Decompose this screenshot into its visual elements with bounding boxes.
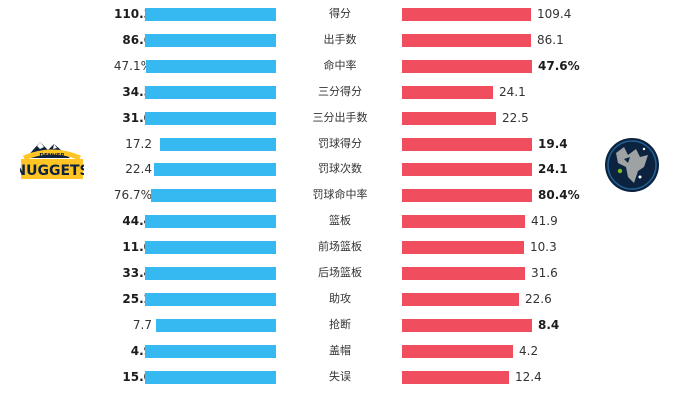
- left-team-value: 76.7%: [113, 188, 152, 203]
- left-team-bar: [145, 241, 276, 255]
- right-team-value: 24.1: [538, 162, 568, 177]
- stat-row: 15.0 失误 12.4: [0, 364, 680, 390]
- left-team-bar: [145, 267, 276, 280]
- right-team-value: 47.6%: [538, 58, 580, 73]
- right-team-value: 12.4: [515, 369, 542, 384]
- svg-text:DENVER: DENVER: [39, 153, 65, 159]
- left-team-value: 47.1%: [113, 58, 152, 73]
- stat-label: 得分: [329, 7, 351, 20]
- stat-label: 三分出手数: [312, 110, 368, 124]
- left-team-value: 15.0: [122, 369, 152, 384]
- right-team-bar: [402, 111, 496, 125]
- stat-row: 17.2 罚球得分 19.4: [0, 131, 680, 157]
- right-team-bar: [402, 344, 513, 358]
- right-team-value: 80.4%: [538, 188, 580, 203]
- left-team-bar: [156, 318, 276, 332]
- stat-label: 命中率: [323, 58, 357, 72]
- stat-label: 盖帽: [329, 343, 351, 357]
- stat-row: 25.2 助攻 22.6: [0, 286, 680, 312]
- right-team-bar: [402, 137, 532, 151]
- right-team-bar: [402, 292, 519, 306]
- right-team-value: 8.4: [538, 317, 560, 332]
- stat-row: 76.7% 罚球命中率 80.4%: [0, 182, 680, 208]
- stat-row: 11.0 前场篮板 10.3: [0, 234, 680, 260]
- left-team-bar: [145, 33, 276, 47]
- left-team-value: 33.4: [122, 266, 152, 280]
- stat-label: 罚球次数: [318, 162, 362, 176]
- right-team-value: 22.6: [525, 291, 552, 306]
- stat-row: 31.0 三分出手数 22.5: [0, 105, 680, 131]
- right-team-bar: [402, 267, 525, 280]
- right-team-value: 109.4: [537, 7, 572, 21]
- right-team-value: 4.2: [519, 343, 539, 358]
- right-team-bar: [402, 370, 509, 384]
- stat-row: 22.4 罚球次数 24.1: [0, 156, 680, 182]
- stat-row: 7.7 抢断 8.4: [0, 312, 680, 338]
- right-team-bar: [402, 33, 531, 47]
- svg-text:NUGGETS: NUGGETS: [20, 163, 84, 179]
- left-team-value: 31.0: [122, 110, 152, 125]
- stat-row: 110.3 得分 109.4: [0, 1, 680, 27]
- left-team-value: 4.9: [130, 343, 152, 358]
- stat-label: 失误: [329, 369, 351, 383]
- left-team-bar: [145, 344, 276, 358]
- left-team-bar: [145, 215, 276, 229]
- left-team-bar: [145, 8, 276, 21]
- stat-label: 前场篮板: [318, 240, 362, 254]
- stat-label: 三分得分: [318, 84, 362, 98]
- right-team-value: 19.4: [538, 136, 568, 151]
- right-team-bar: [402, 215, 525, 229]
- left-team-bar: [160, 137, 276, 151]
- left-team-value: 110.3: [114, 7, 152, 21]
- stat-row: 4.9 盖帽 4.2: [0, 338, 680, 364]
- left-team-bar: [145, 85, 276, 99]
- stat-label: 罚球命中率: [312, 188, 368, 202]
- right-team-bar: [402, 85, 493, 99]
- stat-label: 篮板: [329, 214, 351, 228]
- right-team-value: 41.9: [531, 214, 558, 229]
- right-team-bar: [402, 189, 532, 203]
- left-team-bar: [154, 163, 276, 177]
- stat-label: 罚球得分: [318, 136, 362, 150]
- right-team-bar: [402, 241, 524, 255]
- right-team-bar: [402, 163, 532, 177]
- left-team-bar: [146, 59, 276, 73]
- stat-row: 34.5 三分得分 24.1: [0, 79, 680, 105]
- right-team-bar: [402, 318, 532, 332]
- stat-row: 86.6 出手数 86.1: [0, 27, 680, 53]
- stat-label: 助攻: [329, 291, 351, 305]
- right-team-value: 10.3: [530, 240, 557, 255]
- stat-label: 后场篮板: [318, 266, 362, 279]
- stat-row: 47.1% 命中率 47.6%: [0, 53, 680, 79]
- right-team-value: 31.6: [531, 266, 558, 280]
- left-team-value: 22.4: [125, 162, 152, 177]
- nuggets-logo: DENVER NUGGETS: [14, 136, 90, 186]
- left-team-value: 25.2: [122, 291, 152, 306]
- left-team-bar: [145, 111, 276, 125]
- left-team-value: 11.0: [122, 240, 152, 255]
- left-team-value: 86.6: [122, 32, 152, 47]
- stat-label: 抢断: [329, 317, 351, 331]
- right-team-bar: [402, 8, 531, 21]
- left-team-value: 7.7: [132, 317, 152, 332]
- stat-row: 33.4 后场篮板 31.6: [0, 260, 680, 286]
- stat-row: 44.4 篮板 41.9: [0, 208, 680, 234]
- right-team-bar: [402, 59, 532, 73]
- left-team-bar: [145, 292, 276, 306]
- left-team-value: 44.4: [122, 214, 152, 229]
- left-team-value: 17.2: [125, 136, 152, 151]
- left-team-bar: [151, 189, 276, 203]
- left-team-bar: [145, 370, 276, 384]
- right-team-value: 24.1: [499, 84, 526, 99]
- right-team-value: 22.5: [502, 110, 529, 125]
- stat-label: 出手数: [323, 32, 357, 46]
- left-team-value: 34.5: [122, 84, 152, 99]
- timberwolves-logo: [604, 137, 660, 193]
- right-team-value: 86.1: [537, 32, 564, 47]
